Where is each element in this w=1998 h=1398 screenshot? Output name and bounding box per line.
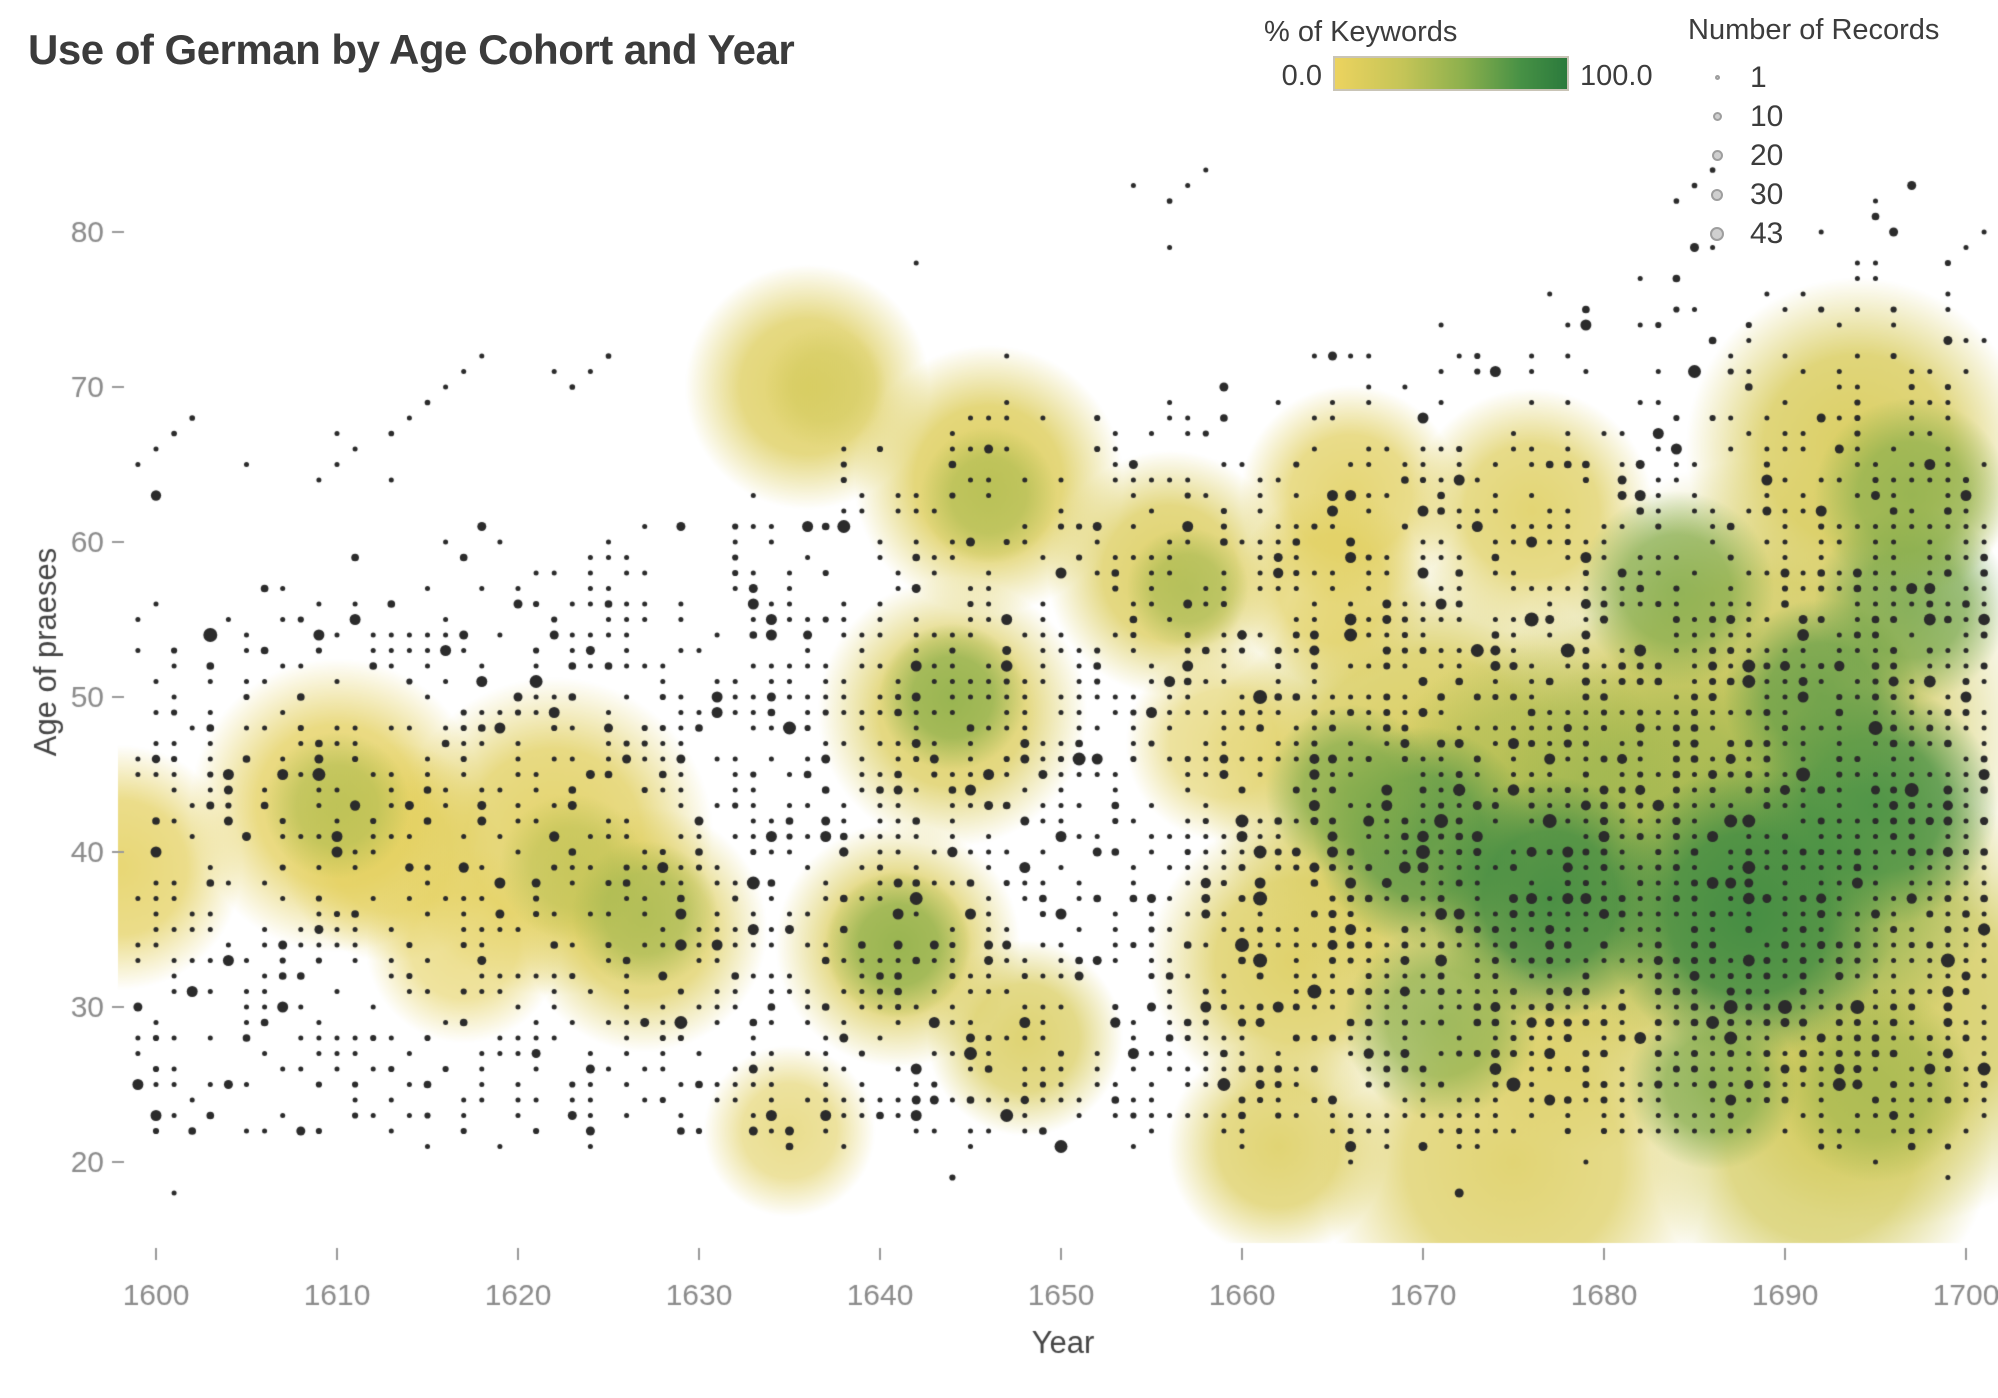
size-legend-value: 20 [1750,138,1784,172]
size-legend-value: 10 [1750,99,1784,133]
record-size-dot-icon [1700,188,1734,201]
color-gradient-bar-icon [1333,56,1569,91]
record-size-dot-icon [1710,226,1724,241]
record-size-dot-icon [1700,112,1734,121]
record-size-dot-icon [1700,226,1734,241]
record-size-dot-icon [1712,112,1722,121]
record-size-dot-icon [1714,75,1720,80]
color-legend-max-label: 100.0 [1580,60,1653,92]
record-size-dot-icon [1700,150,1734,161]
size-legend-entry: 10 [1700,97,1783,136]
size-legend-value: 43 [1750,216,1784,250]
record-size-dot-icon [1711,188,1723,201]
size-legend-title: Number of Records [1688,14,1940,46]
chart-title: Use of German by Age Cohort and Year [28,26,795,73]
color-legend-min-label: 0.0 [1281,60,1322,92]
size-legend-entry: 30 [1700,175,1783,214]
size-legend-entry: 20 [1700,136,1783,175]
size-legend-value: 1 [1750,60,1767,94]
record-size-dot-icon [1711,150,1723,161]
size-legend-value: 30 [1750,177,1784,211]
size-legend-entry: 1 [1700,58,1783,97]
color-legend-title: % of Keywords [1264,16,1458,48]
size-legend: 1 10 20 30 43 [1700,58,1783,253]
size-legend-entry: 43 [1700,214,1783,253]
record-size-dot-icon [1700,75,1734,80]
